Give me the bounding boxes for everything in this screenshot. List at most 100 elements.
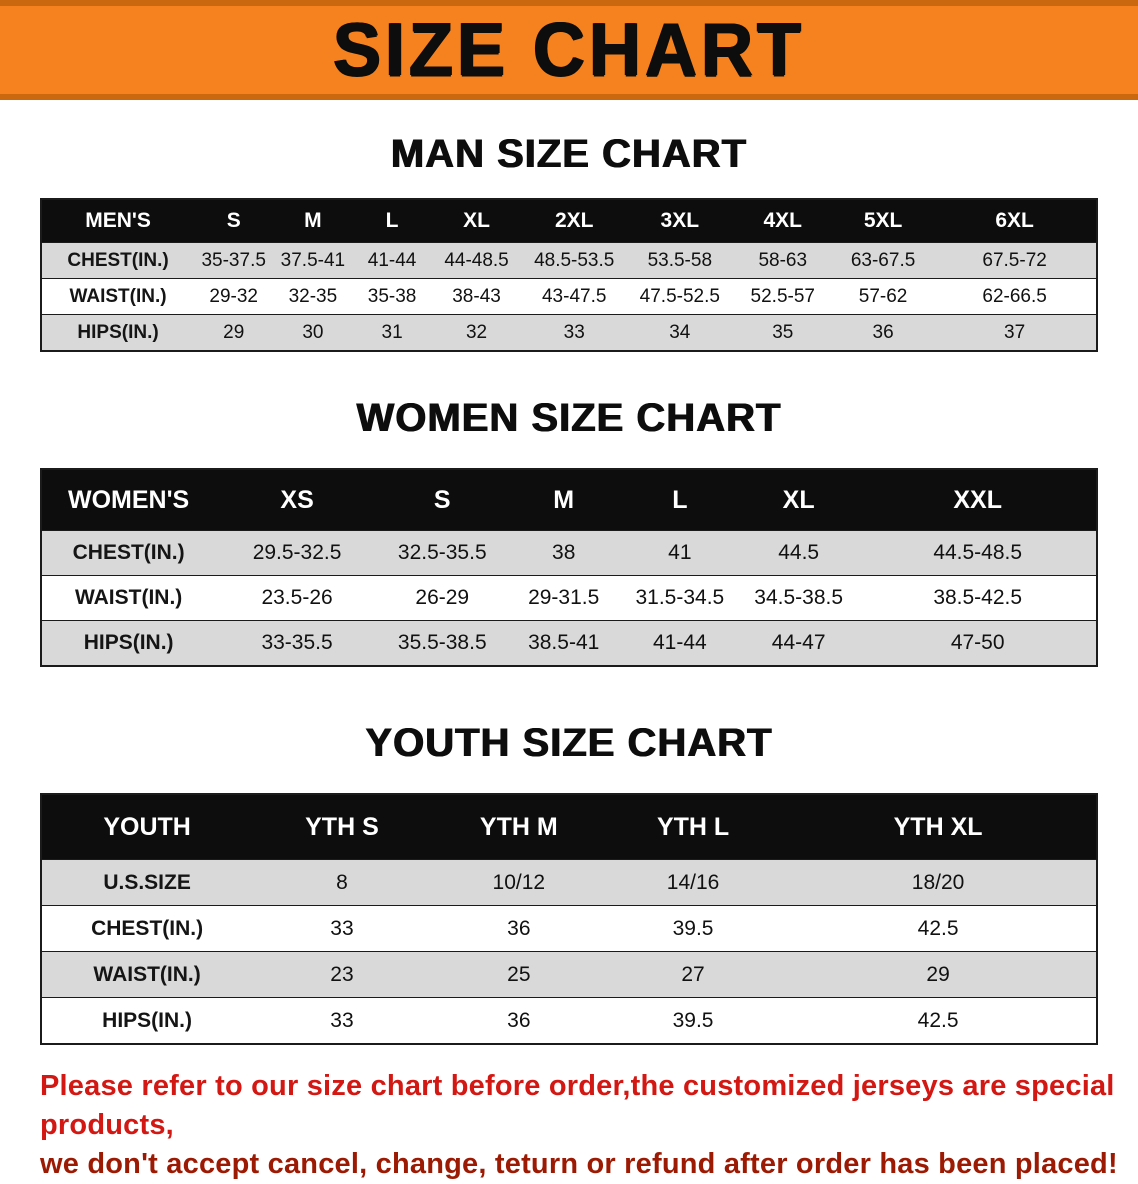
value-cell: 47.5-52.5: [627, 278, 733, 315]
youth-section-heading: YOUTH SIZE CHART: [365, 721, 773, 765]
value-cell: 52.5-57: [732, 278, 833, 315]
men-hips-row: HIPS(IN.) 29 30 31 32 33 34 35 36 37: [41, 314, 1097, 352]
youth-hips-row: HIPS(IN.) 33 36 39.5 42.5: [41, 997, 1097, 1045]
youth-header-row: YOUTH YTH S YTH M YTH L YTH XL: [41, 793, 1097, 860]
column-header: MEN'S: [41, 198, 195, 243]
value-cell: 41-44: [621, 620, 738, 667]
women-header-row: WOMEN'S XS S M L XL XXL: [41, 468, 1097, 531]
row-label: U.S.SIZE: [41, 859, 253, 906]
disclaimer: Please refer to our size chart before or…: [40, 1067, 1138, 1184]
column-header: L: [352, 198, 432, 243]
disclaimer-line-2: we don't accept cancel, change, teturn o…: [40, 1148, 1118, 1180]
value-cell: 36: [832, 314, 934, 352]
value-cell: 27: [605, 951, 781, 998]
value-cell: 32.5-35.5: [378, 530, 506, 576]
value-cell: 35-38: [352, 278, 432, 315]
value-cell: 29-32: [194, 278, 274, 315]
value-cell: 31: [352, 314, 432, 352]
youth-section: YOUTH SIZE CHART YOUTH YTH S YTH M YTH L…: [0, 719, 1138, 1045]
value-cell: 34: [627, 314, 733, 352]
column-header: M: [273, 198, 353, 243]
youth-ussize-row: U.S.SIZE 8 10/12 14/16 18/20: [41, 859, 1097, 906]
value-cell: 33: [252, 905, 432, 952]
column-header: M: [505, 468, 622, 531]
row-label: WAIST(IN.): [41, 278, 195, 315]
value-cell: 44-47: [737, 620, 860, 667]
men-size-table: MEN'S S M L XL 2XL 3XL 4XL 5XL 6XL CHEST…: [40, 198, 1098, 352]
value-cell: 34.5-38.5: [737, 575, 860, 621]
value-cell: 44.5: [737, 530, 860, 576]
value-cell: 39.5: [605, 905, 781, 952]
column-header: 2XL: [521, 198, 628, 243]
page-title: SIZE CHART: [333, 8, 805, 93]
value-cell: 43-47.5: [521, 278, 628, 315]
women-size-table: WOMEN'S XS S M L XL XXL CHEST(IN.) 29.5-…: [40, 468, 1098, 667]
value-cell: 36: [431, 905, 606, 952]
value-cell: 25: [431, 951, 606, 998]
value-cell: 67.5-72: [933, 242, 1097, 279]
value-cell: 47-50: [859, 620, 1097, 667]
value-cell: 29: [780, 951, 1097, 998]
value-cell: 29-31.5: [505, 575, 622, 621]
column-header: S: [378, 468, 506, 531]
value-cell: 57-62: [832, 278, 934, 315]
value-cell: 8: [252, 859, 432, 906]
value-cell: 33: [252, 997, 432, 1045]
value-cell: 42.5: [780, 905, 1097, 952]
value-cell: 48.5-53.5: [521, 242, 628, 279]
column-header: 3XL: [627, 198, 733, 243]
column-header: YTH M: [431, 793, 606, 860]
value-cell: 33: [521, 314, 628, 352]
youth-waist-row: WAIST(IN.) 23 25 27 29: [41, 951, 1097, 998]
column-header: WOMEN'S: [41, 468, 216, 531]
value-cell: 30: [273, 314, 353, 352]
row-label: CHEST(IN.): [41, 530, 216, 576]
value-cell: 10/12: [431, 859, 606, 906]
men-section: MAN SIZE CHART MEN'S S M L XL 2XL 3XL 4X…: [0, 130, 1138, 352]
value-cell: 63-67.5: [832, 242, 934, 279]
disclaimer-line-1: Please refer to our size chart before or…: [40, 1070, 1115, 1141]
value-cell: 29: [194, 314, 274, 352]
value-cell: 18/20: [780, 859, 1097, 906]
value-cell: 38: [505, 530, 622, 576]
column-header: XL: [431, 198, 522, 243]
women-hips-row: HIPS(IN.) 33-35.5 35.5-38.5 38.5-41 41-4…: [41, 620, 1097, 667]
men-header-row: MEN'S S M L XL 2XL 3XL 4XL 5XL 6XL: [41, 198, 1097, 243]
column-header: YTH XL: [780, 793, 1097, 860]
column-header: 4XL: [732, 198, 833, 243]
value-cell: 58-63: [732, 242, 833, 279]
men-section-heading: MAN SIZE CHART: [390, 132, 748, 176]
value-cell: 38.5-42.5: [859, 575, 1097, 621]
column-header: L: [621, 468, 738, 531]
value-cell: 26-29: [378, 575, 506, 621]
women-waist-row: WAIST(IN.) 23.5-26 26-29 29-31.5 31.5-34…: [41, 575, 1097, 621]
value-cell: 41: [621, 530, 738, 576]
row-label: CHEST(IN.): [41, 242, 195, 279]
value-cell: 39.5: [605, 997, 781, 1045]
value-cell: 44-48.5: [431, 242, 522, 279]
youth-size-table: YOUTH YTH S YTH M YTH L YTH XL U.S.SIZE …: [40, 793, 1098, 1045]
column-header: XXL: [859, 468, 1097, 531]
value-cell: 62-66.5: [933, 278, 1097, 315]
value-cell: 36: [431, 997, 606, 1045]
column-header: XL: [737, 468, 860, 531]
column-header: 6XL: [933, 198, 1097, 243]
size-chart-banner: SIZE CHART: [0, 0, 1138, 100]
value-cell: 23.5-26: [215, 575, 379, 621]
women-section: WOMEN SIZE CHART WOMEN'S XS S M L XL XXL: [0, 394, 1138, 667]
value-cell: 37: [933, 314, 1097, 352]
column-header: S: [194, 198, 274, 243]
value-cell: 44.5-48.5: [859, 530, 1097, 576]
value-cell: 31.5-34.5: [621, 575, 738, 621]
value-cell: 53.5-58: [627, 242, 733, 279]
value-cell: 35-37.5: [194, 242, 274, 279]
value-cell: 35: [732, 314, 833, 352]
value-cell: 29.5-32.5: [215, 530, 379, 576]
column-header: YTH L: [605, 793, 781, 860]
value-cell: 32-35: [273, 278, 353, 315]
row-label: HIPS(IN.): [41, 314, 195, 352]
value-cell: 33-35.5: [215, 620, 379, 667]
row-label: CHEST(IN.): [41, 905, 253, 952]
column-header: YTH S: [252, 793, 432, 860]
